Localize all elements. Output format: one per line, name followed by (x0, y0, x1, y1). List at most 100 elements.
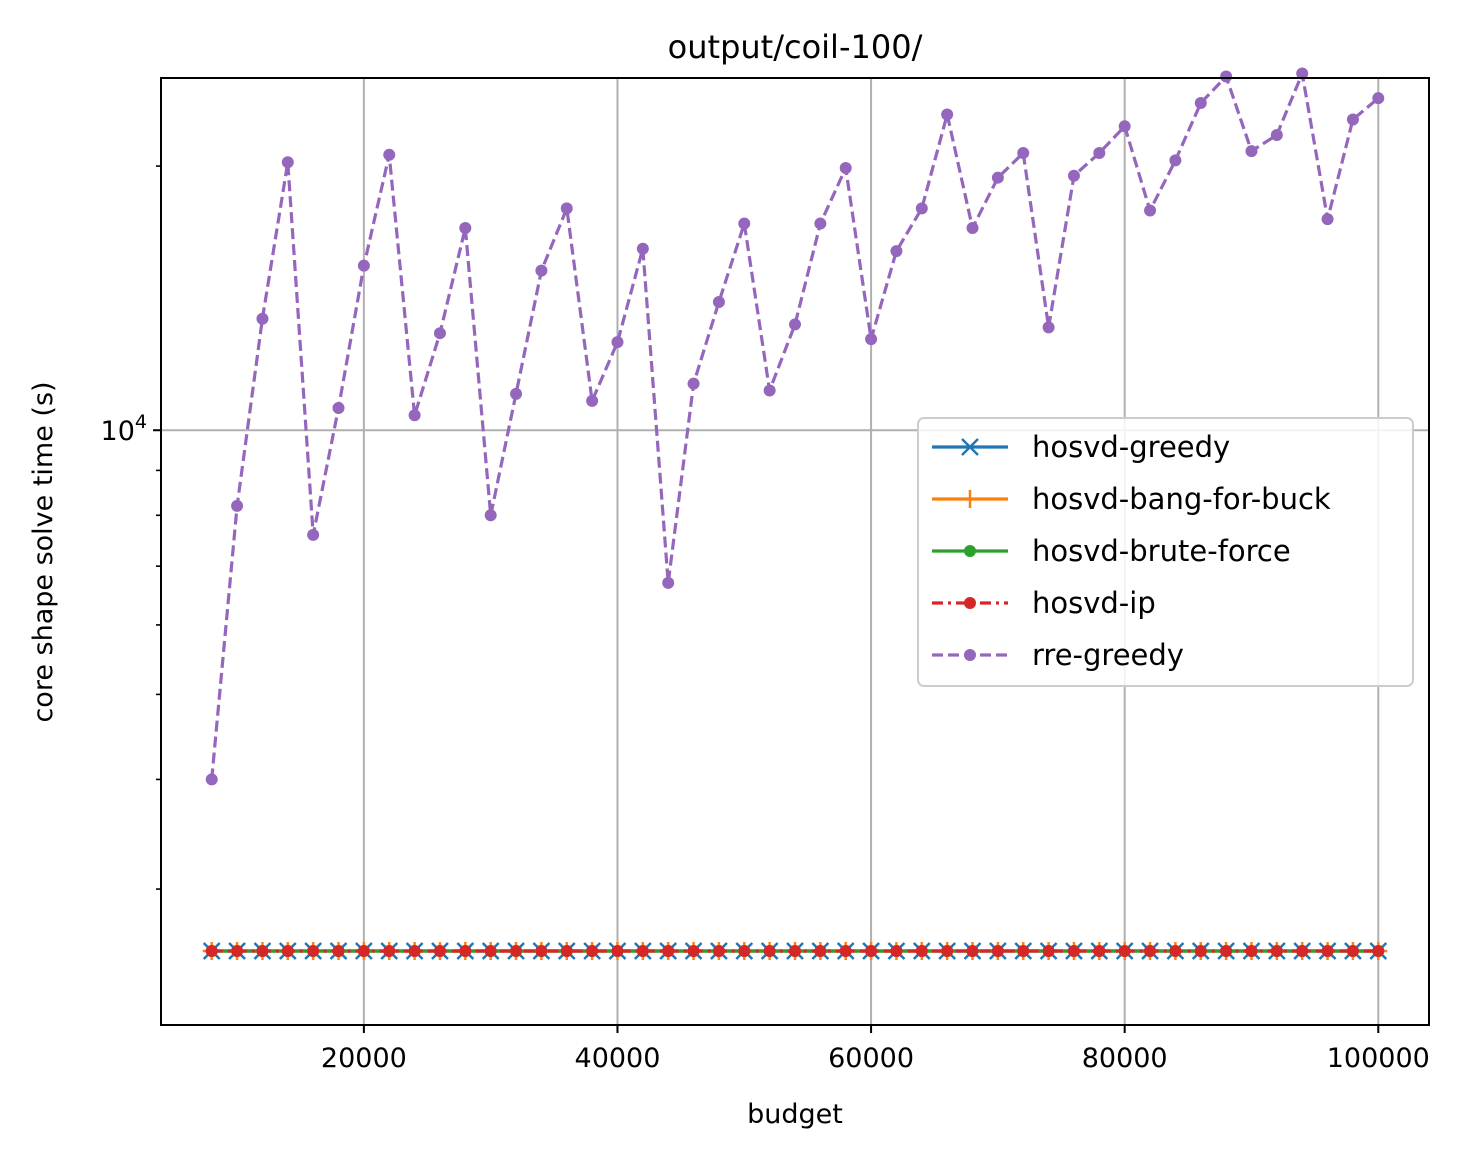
data-point-hosvd-ip (890, 945, 903, 958)
data-point-hosvd-ip (510, 945, 523, 958)
data-point-hosvd-ip (789, 945, 801, 958)
series-line-rre-greedy (210, 71, 1380, 780)
data-point-hosvd-ip (1245, 945, 1258, 958)
data-point-hosvd-ip (408, 945, 421, 958)
data-point-hosvd-ip (915, 945, 928, 958)
axis-ticks: 20000 40000 60000 80000 100000 104 (101, 165, 1430, 1074)
data-point-hosvd-ip (1017, 945, 1030, 958)
data-point-hosvd-ip (1042, 945, 1055, 958)
y-tick-label: 104 (101, 411, 147, 447)
y-axis-label: core shape solve time (s) (28, 381, 59, 722)
data-point-rre-greedy (915, 202, 928, 215)
marker-stroke (961, 438, 979, 456)
data-point-hosvd-ip (1321, 945, 1334, 958)
data-point-rre-greedy (814, 217, 827, 230)
data-point-rre-greedy (408, 409, 421, 422)
data-point-rre-greedy (789, 318, 801, 331)
data-point-hosvd-ip (586, 945, 599, 958)
data-point-hosvd-ip (839, 945, 852, 958)
data-point-hosvd-ip (205, 945, 218, 958)
data-point-rre-greedy (712, 296, 725, 309)
data-point-hosvd-ip (307, 945, 320, 958)
data-point-rre-greedy (611, 336, 624, 349)
data-point-hosvd-ip (231, 945, 244, 958)
data-point-hosvd-ip (1372, 945, 1385, 958)
plot-frame (160, 77, 1430, 1026)
series-rre-greedy (205, 67, 1385, 786)
data-point-hosvd-ip (1296, 945, 1309, 958)
x-tick-label: 100000 (1327, 1043, 1430, 1074)
data-point-rre-greedy (890, 245, 903, 258)
data-point-rre-greedy (535, 264, 548, 277)
data-point-hosvd-ip (712, 945, 725, 958)
data-point-hosvd-ip (763, 945, 776, 958)
data-point-rre-greedy (281, 156, 294, 169)
legend-marker-hosvd-bang-for-buck (961, 490, 979, 508)
data-point-rre-greedy (459, 222, 472, 235)
data-point-rre-greedy (1245, 145, 1258, 158)
data-point-rre-greedy (1017, 146, 1030, 159)
data-point-rre-greedy (256, 312, 269, 325)
data-point-rre-greedy (1169, 154, 1182, 167)
data-point-rre-greedy (1194, 96, 1207, 109)
data-point-rre-greedy (586, 394, 599, 407)
data-point-hosvd-ip (281, 945, 294, 958)
data-point-rre-greedy (991, 171, 1004, 184)
data-point-rre-greedy (205, 773, 218, 786)
series-layer (202, 67, 1388, 961)
data-point-rre-greedy (1093, 146, 1106, 159)
data-point-rre-greedy (662, 576, 675, 589)
data-point-hosvd-ip (636, 945, 649, 958)
data-point-hosvd-ip (814, 945, 827, 958)
data-point-hosvd-ip (991, 945, 1004, 958)
data-point-rre-greedy (763, 384, 776, 397)
data-point-rre-greedy (1346, 113, 1359, 126)
x-tick-label: 40000 (575, 1043, 661, 1074)
data-point-rre-greedy (738, 217, 751, 230)
data-point-hosvd-ip (966, 945, 979, 958)
data-point-hosvd-ip (1194, 945, 1207, 958)
data-point-hosvd-ip (1144, 945, 1157, 958)
data-point-hosvd-ip (560, 945, 573, 958)
data-point-rre-greedy (1042, 321, 1055, 334)
data-point-hosvd-ip (941, 945, 954, 958)
legend-marker-hosvd-greedy (961, 438, 979, 456)
legend-label-hosvd-brute-force: hosvd-brute-force (1032, 534, 1291, 568)
data-point-rre-greedy (839, 161, 852, 174)
data-point-rre-greedy (231, 499, 244, 512)
legend-marker-hosvd-brute-force (964, 545, 976, 557)
legend: hosvd-greedy hosvd-bang-for-buck hosvd-bru… (917, 417, 1414, 687)
data-point-rre-greedy (484, 509, 497, 522)
data-point-hosvd-ip (662, 945, 675, 958)
data-point-hosvd-ip (1093, 945, 1106, 958)
legend-marker-hosvd-ip (964, 597, 976, 609)
data-point-hosvd-ip (1169, 945, 1182, 958)
data-point-hosvd-ip (1118, 945, 1131, 958)
data-point-rre-greedy (332, 402, 345, 415)
data-point-rre-greedy (636, 242, 649, 255)
data-point-hosvd-ip (357, 945, 370, 958)
data-point-hosvd-ip (687, 945, 700, 958)
legend-label-hosvd-bang-for-buck: hosvd-bang-for-buck (1032, 482, 1331, 516)
data-point-rre-greedy (1321, 213, 1334, 226)
data-point-rre-greedy (865, 333, 878, 346)
legend-label-rre-greedy: rre-greedy (1032, 638, 1184, 672)
data-point-rre-greedy (1118, 120, 1131, 133)
data-point-hosvd-ip (459, 945, 472, 958)
x-tick-label: 20000 (321, 1043, 407, 1074)
data-point-hosvd-ip (433, 945, 446, 958)
data-point-hosvd-ip (1067, 945, 1080, 958)
legend-label-hosvd-ip: hosvd-ip (1032, 586, 1156, 620)
data-point-hosvd-ip (865, 945, 878, 958)
x-tick-label: 60000 (828, 1043, 914, 1074)
data-point-hosvd-ip (1270, 945, 1283, 958)
data-point-rre-greedy (1372, 92, 1385, 105)
legend-marker-rre-greedy (964, 649, 976, 661)
data-point-rre-greedy (307, 528, 320, 541)
legend-box (917, 417, 1414, 687)
data-point-hosvd-ip (1220, 945, 1233, 958)
data-point-rre-greedy (357, 259, 370, 272)
data-point-hosvd-ip (611, 945, 624, 958)
data-point-hosvd-ip (1346, 945, 1359, 958)
